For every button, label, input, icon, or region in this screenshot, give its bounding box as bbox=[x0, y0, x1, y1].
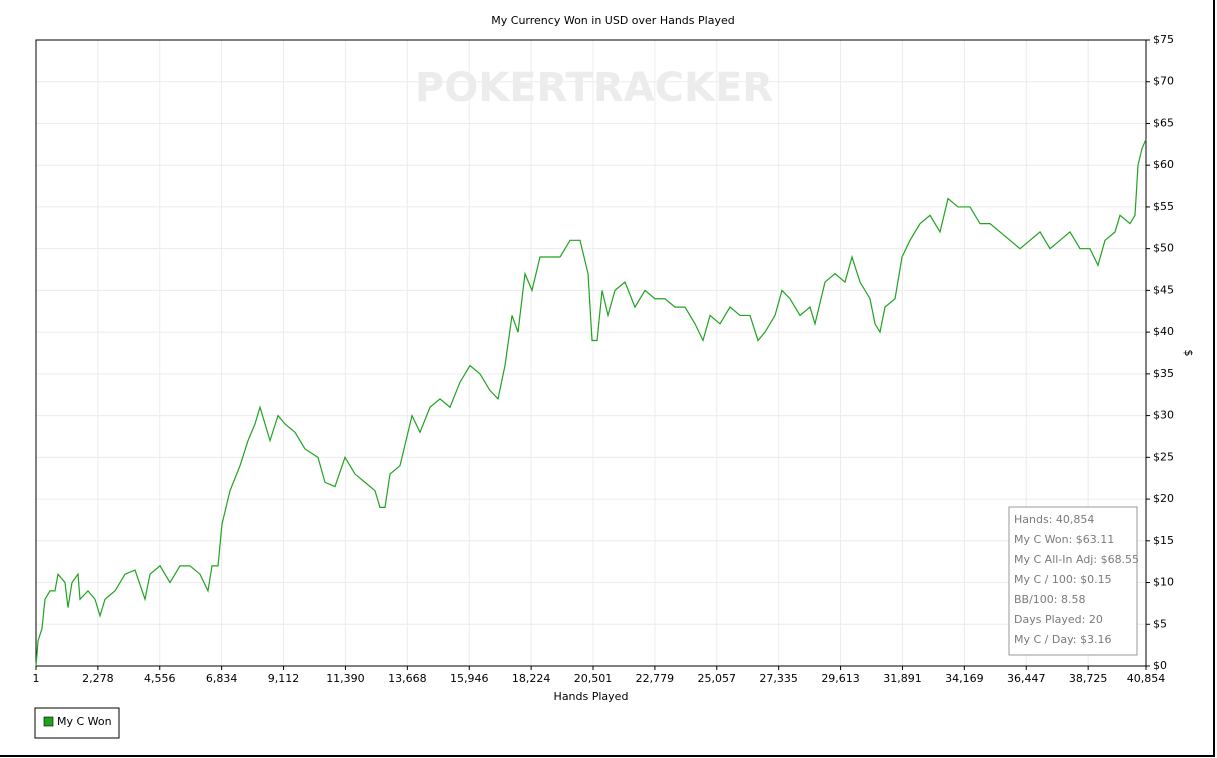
x-tick-label: 15,946 bbox=[450, 672, 489, 685]
y-axis-label: $ bbox=[1182, 350, 1195, 357]
stat-line: My C / 100: $0.15 bbox=[1014, 573, 1112, 586]
x-tick-label: 20,501 bbox=[574, 672, 613, 685]
y-tick-label: $25 bbox=[1153, 450, 1174, 463]
y-tick-label: $15 bbox=[1153, 534, 1174, 547]
y-tick-label: $10 bbox=[1153, 576, 1174, 589]
plot-border bbox=[35, 39, 1147, 667]
y-tick-label: $35 bbox=[1153, 367, 1174, 380]
x-tick-label: 13,668 bbox=[388, 672, 427, 685]
stat-line: My C / Day: $3.16 bbox=[1014, 633, 1112, 646]
x-tick-label: 9,112 bbox=[268, 672, 300, 685]
x-tick-label: 27,335 bbox=[759, 672, 798, 685]
stat-line: Days Played: 20 bbox=[1014, 613, 1103, 626]
y-tick-label: $0 bbox=[1153, 659, 1167, 672]
y-tick-label: $70 bbox=[1153, 75, 1174, 88]
y-tick-label: $30 bbox=[1153, 409, 1174, 422]
watermark: POKERTRACKER bbox=[415, 65, 773, 111]
y-tick-label: $20 bbox=[1153, 492, 1174, 505]
x-tick-label: 18,224 bbox=[512, 672, 551, 685]
stat-line: My C Won: $63.11 bbox=[1014, 533, 1114, 546]
legend-swatch bbox=[43, 716, 54, 727]
x-tick-label: 31,891 bbox=[883, 672, 922, 685]
y-tick-label: $40 bbox=[1153, 325, 1174, 338]
x-tick-label: 11,390 bbox=[326, 672, 365, 685]
series-line bbox=[35, 139, 1147, 667]
x-tick-label: 1 bbox=[33, 672, 40, 685]
x-tick-label: 4,556 bbox=[144, 672, 176, 685]
stats-box bbox=[1008, 506, 1138, 656]
y-tick-label: $55 bbox=[1153, 200, 1174, 213]
y-tick-label: $65 bbox=[1153, 116, 1174, 129]
x-tick-label: 34,169 bbox=[945, 672, 984, 685]
x-tick-label: 40,854 bbox=[1127, 672, 1166, 685]
y-tick-label: $45 bbox=[1153, 283, 1174, 296]
x-tick-label: 6,834 bbox=[206, 672, 238, 685]
x-tick-label: 22,779 bbox=[636, 672, 675, 685]
legend-label: My C Won bbox=[57, 715, 112, 728]
y-tick-label: $60 bbox=[1153, 158, 1174, 171]
y-tick-label: $75 bbox=[1153, 33, 1174, 46]
x-tick-label: 38,725 bbox=[1069, 672, 1108, 685]
stat-line: My C All-In Adj: $68.55 bbox=[1014, 553, 1139, 566]
chart-title: My Currency Won in USD over Hands Played bbox=[491, 14, 734, 27]
y-tick-label: $5 bbox=[1153, 617, 1167, 630]
x-tick-label: 29,613 bbox=[821, 672, 860, 685]
stat-line: Hands: 40,854 bbox=[1014, 513, 1094, 526]
stat-line: BB/100: 8.58 bbox=[1014, 593, 1086, 606]
x-axis-label: Hands Played bbox=[554, 690, 629, 703]
x-tick-label: 36,447 bbox=[1007, 672, 1046, 685]
x-tick-label: 25,057 bbox=[698, 672, 737, 685]
x-tick-label: 2,278 bbox=[82, 672, 114, 685]
y-tick-label: $50 bbox=[1153, 242, 1174, 255]
